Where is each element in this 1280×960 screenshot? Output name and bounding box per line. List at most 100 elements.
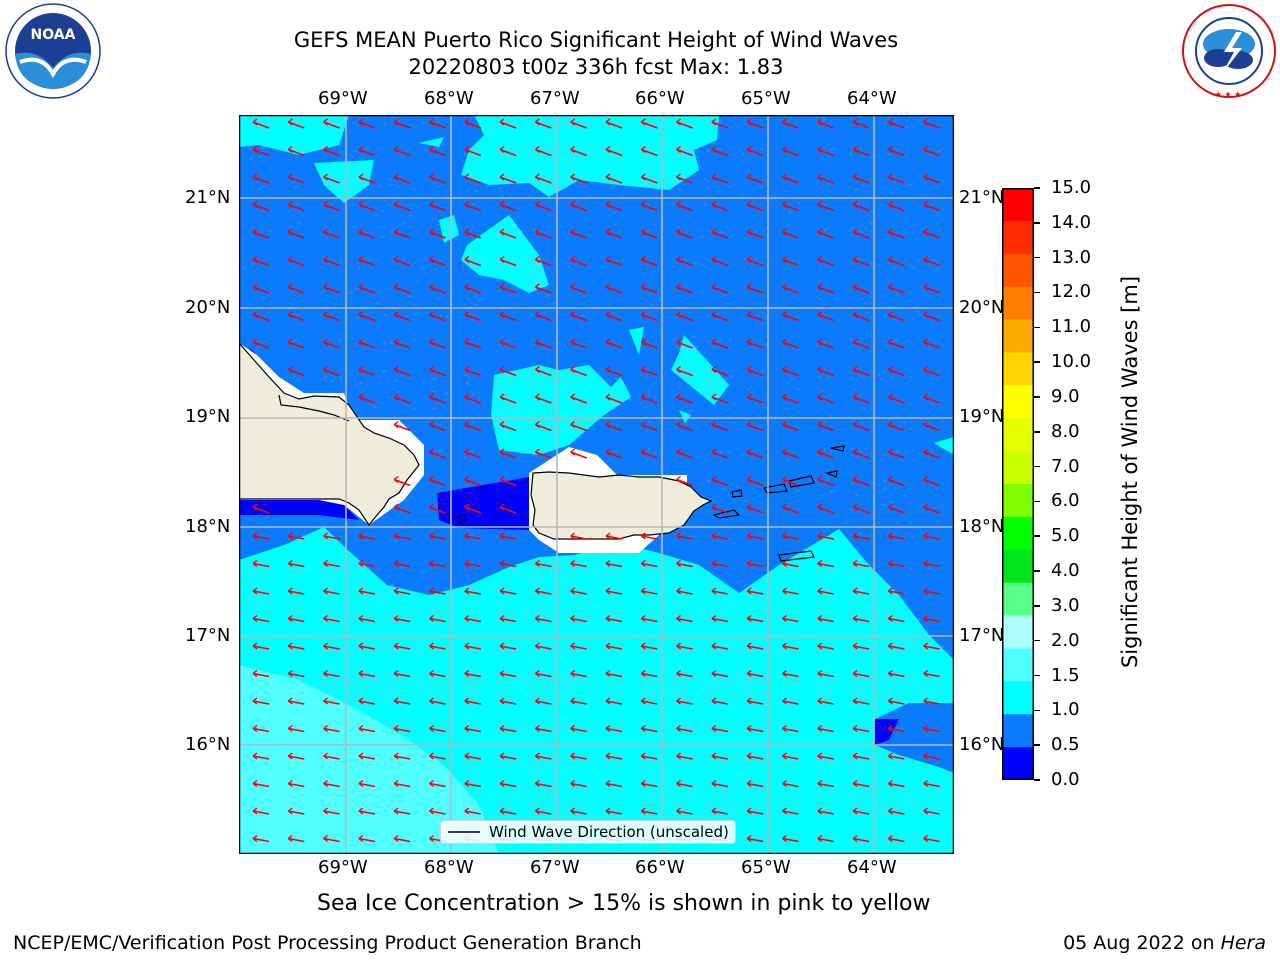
wave-direction-arrow (323, 834, 340, 843)
wave-direction-arrow (287, 724, 305, 733)
wave-direction-arrow (570, 255, 587, 267)
wave-direction-arrow (499, 255, 517, 267)
wave-direction-arrow (287, 532, 305, 540)
wave-direction-arrow (640, 228, 658, 239)
wave-direction-arrow (323, 145, 340, 157)
wave-direction-arrow (746, 365, 764, 377)
wave-direction-arrow (782, 724, 799, 733)
wave-direction-arrow (464, 448, 482, 459)
wave-direction-arrow (605, 807, 623, 815)
wave-direction-arrow (287, 587, 305, 595)
wave-direction-arrow (640, 118, 658, 129)
wave-direction-arrow (605, 669, 623, 678)
wave-direction-arrow (852, 173, 870, 184)
wave-direction-arrow (534, 752, 552, 760)
wave-direction-arrow (464, 200, 482, 212)
wave-direction-arrow (887, 145, 905, 157)
wave-direction-arrow (676, 669, 693, 678)
wave-direction-arrow (534, 724, 552, 733)
wave-direction-arrow (852, 642, 870, 650)
wave-direction-arrow (429, 779, 446, 788)
wave-direction-arrow (605, 255, 623, 267)
wave-direction-arrow (534, 393, 552, 404)
wave-direction-arrow (782, 503, 799, 514)
wave-direction-arrow (746, 145, 764, 157)
colorbar-segment (1002, 319, 1034, 353)
wave-direction-arrow (852, 310, 870, 322)
colorbar-segment (1002, 516, 1034, 551)
colorbar-segment (1002, 484, 1034, 518)
wave-direction-arrow (782, 338, 799, 349)
wave-direction-arrow (464, 724, 481, 733)
wave-direction-arrow (464, 697, 481, 705)
wave-direction-arrow (393, 338, 411, 349)
wave-direction-arrow (464, 532, 481, 540)
wave-direction-arrow (817, 255, 835, 267)
noaa-logo-text: NOAA (31, 27, 76, 43)
lat-label-left-20n: 20°N (185, 297, 231, 318)
wave-direction-arrow (782, 200, 799, 212)
wave-direction-arrow (676, 145, 693, 157)
colorbar-tick-label: 11.0 (1034, 317, 1091, 337)
wave-direction-arrow (711, 752, 729, 760)
wave-direction-arrow (323, 118, 340, 129)
map-subtitle: 20220803 t00z 336h fcst Max: 1.83 (408, 55, 784, 79)
wave-direction-arrow (605, 310, 623, 322)
wave-direction-arrow (393, 173, 411, 184)
colorbar-segment (1002, 188, 1034, 222)
wave-direction-arrow (499, 200, 517, 212)
lon-label-bottom-66w: 66°W (635, 857, 685, 878)
wave-direction-arrow (393, 200, 411, 212)
wave-direction-arrow (605, 642, 623, 650)
wave-direction-arrow (887, 118, 905, 129)
wave-direction-arrow (782, 365, 799, 377)
wave-direction-arrow (711, 283, 729, 294)
wave-band-0-0.5-westcoast (239, 500, 359, 520)
lat-label-right-21n: 21°N (959, 187, 1005, 208)
wave-direction-arrow (358, 283, 376, 294)
wave-direction-arrow (534, 310, 552, 322)
wave-direction-arrow (640, 145, 658, 157)
lon-label-bottom-65w: 65°W (741, 857, 791, 878)
wave-direction-arrow (429, 475, 446, 487)
wave-direction-arrow (923, 200, 940, 212)
wave-direction-arrow (429, 614, 446, 623)
wave-direction-arrow (887, 393, 905, 404)
wave-direction-arrow (852, 118, 870, 129)
wave-direction-arrow (534, 255, 552, 267)
wave-direction-arrow (852, 145, 870, 157)
wave-direction-arrow (817, 228, 835, 239)
wave-direction-arrow (746, 807, 764, 815)
wave-direction-arrow (852, 503, 870, 514)
legend-line-icon (448, 831, 480, 833)
wave-direction-arrow (817, 752, 834, 760)
wave-direction-arrow (534, 614, 552, 623)
land-saint-croix (778, 550, 815, 562)
wave-direction-arrow (640, 310, 658, 322)
wave-direction-arrow (782, 807, 799, 815)
wave-direction-arrow (393, 559, 411, 568)
wave-direction-arrow (676, 807, 693, 815)
wave-direction-arrow (252, 338, 270, 349)
wave-band-1.0-1.5-n8 (671, 335, 729, 405)
wave-direction-arrow (358, 614, 376, 623)
wave-band-1.0-1.5-n4 (419, 137, 444, 147)
wave-direction-arrow (429, 532, 446, 540)
colorbar-segment (1002, 681, 1034, 715)
lat-label-right-20n: 20°N (959, 297, 1005, 318)
wave-direction-arrow (852, 338, 870, 349)
noaa-logo: NOAA (5, 3, 101, 99)
wave-direction-arrow (499, 779, 517, 788)
wave-direction-arrow (852, 724, 870, 733)
wave-direction-arrow (887, 200, 905, 212)
wave-direction-arrow (817, 724, 834, 733)
wave-direction-arrow (852, 393, 870, 404)
wave-direction-arrow (782, 118, 799, 129)
wave-direction-arrow (429, 420, 446, 432)
wave-direction-arrow (393, 145, 411, 157)
wave-direction-arrow (393, 724, 411, 733)
wave-direction-arrow (252, 834, 270, 843)
wave-direction-arrow (676, 420, 693, 432)
wave-direction-arrow (287, 228, 305, 239)
wave-direction-arrow (782, 173, 799, 184)
